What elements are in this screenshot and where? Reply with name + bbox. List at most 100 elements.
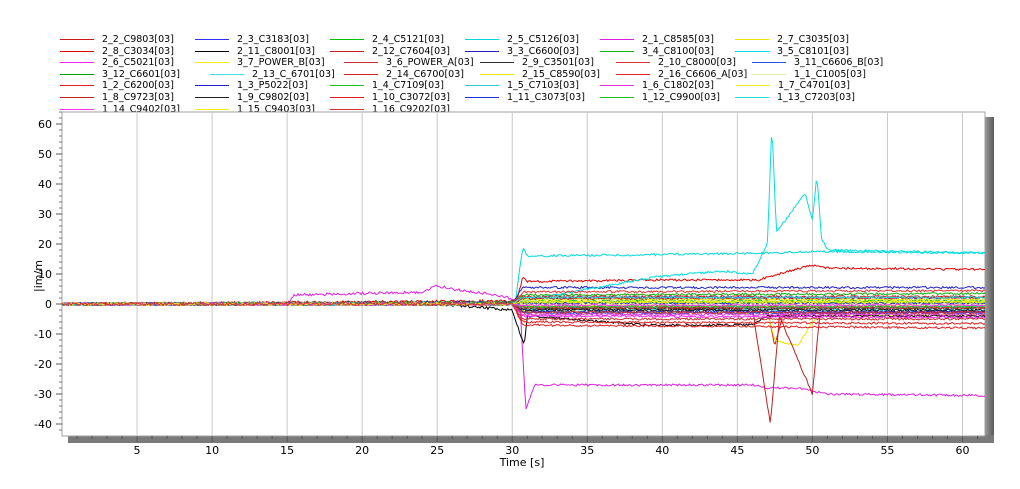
legend-swatch [195,39,229,40]
legend-swatch [735,50,769,52]
x-tick-label: 20 [355,444,369,457]
series-line [61,264,986,307]
series-lines [61,136,986,423]
legend-label: 1_14_C9402[03] [102,103,180,115]
legend-swatch [752,62,786,64]
legend-label: 3_6_POWER_A[03] [386,57,474,69]
x-tick-label: 5 [134,444,141,457]
legend-label: 1_5_C7103[03] [507,80,579,92]
x-tick-label: 15 [280,444,294,457]
y-tick-label: 0 [45,298,52,311]
x-tick-label: 40 [655,444,669,457]
legend-swatch [60,39,94,40]
legend-swatch [616,62,650,64]
legend-swatch [60,97,94,98]
legend-label: 3_7_POWER_B[03] [237,57,325,69]
legend-swatch [480,73,514,75]
plot-area [61,111,986,437]
y-tick-label: -30 [34,388,52,401]
legend-label: 3_3_C6600[03] [507,45,579,57]
legend-label: 2_6_C5021[03] [102,57,174,69]
legend-swatch [600,85,634,87]
plot-frame-right [985,117,994,443]
x-axis-label: Time [s] [499,456,545,469]
legend-swatch [60,73,94,75]
series-line [61,301,986,315]
legend-label: 2_11_C8001[03] [237,45,315,57]
plot-frame-bottom [68,435,994,443]
legend-swatch [344,73,378,75]
legend-label: 3_12_C6601[03] [102,68,180,80]
legend-label: 1_7_C4701[03] [778,80,850,92]
legend-label: 1_11_C3073[03] [507,92,585,103]
legend-swatch [465,39,499,40]
legend-swatch [735,97,769,98]
legend-label: 1_1_C1005[03] [794,68,866,80]
legend-label: 2_16_C6606_A[03] [658,68,748,80]
legend-swatch [330,97,364,98]
legend-label: 2_12_C7604[03] [372,45,450,57]
legend-label: 2_10_C8000[03] [658,57,736,69]
legend-label: 2_2_C9803[03] [102,34,174,45]
legend-swatch [736,85,770,87]
legend-label: 1_4_C7109[03] [372,80,444,92]
legend-label: 2_15_C8590[03] [522,68,600,80]
legend-label: 2_7_C3035[03] [777,34,849,45]
legend-swatch [60,108,94,110]
legend-swatch [465,50,499,52]
legend-label: 2_1_C8585[03] [642,34,714,45]
legend-label: 1_12_C9900[03] [642,92,720,103]
legend-swatch [330,50,364,52]
legend-label: 3_5_C8101[03] [777,45,849,57]
legend-label: 2_3_C3183[03] [237,34,309,45]
x-tick-label: 50 [805,444,819,457]
x-tick-label: 60 [955,444,969,457]
legend-swatch [195,62,229,64]
legend-swatch [60,85,94,87]
legend-label: 2_14_C6700[03] [386,68,464,80]
legend-label: 1_16_C9202[03] [372,103,450,115]
legend-swatch [465,97,499,98]
legend-swatch [616,73,650,75]
legend-swatch [60,50,94,52]
x-tick-label: 30 [505,444,519,457]
x-tick-label: 35 [580,444,594,457]
legend-swatch [195,97,229,98]
legend-swatch [600,50,634,52]
x-tick-label: 25 [430,444,444,457]
legend-label: 2_13_C_6701[03] [252,68,335,80]
legend-label: 2_9_C3501[03] [522,57,594,69]
x-axis: 5 10 15 20 25 30 35 40 45 50 55 60 [76,436,978,457]
y-tick-label: 20 [38,238,52,251]
legend-label: 1_2_C6200[03] [102,80,174,92]
y-tick-label: -10 [34,328,52,341]
legend-swatch [752,73,786,75]
legend-swatch [210,73,244,75]
legend-label: 1_3_P5022[03] [237,80,308,92]
y-tick-label: -40 [34,418,52,431]
legend-swatch [480,62,514,64]
legend-swatch [195,85,229,87]
legend-label: 2_8_C3034[03] [102,45,174,57]
y-tick-label: 30 [38,208,52,221]
legend-swatch [465,85,499,87]
x-tick-label: 45 [730,444,744,457]
legend-swatch [735,39,769,40]
legend-swatch [330,108,364,110]
legend-swatch [60,62,94,64]
y-tick-label: 50 [38,148,52,161]
legend-swatch [600,39,634,40]
legend-swatch [195,50,229,52]
y-axis-label: |im/m [32,260,45,292]
legend-label: 1_6_C1802[03] [642,80,714,92]
y-tick-label: 40 [38,178,52,191]
legend-label: 1_15_C9403[03] [237,103,315,115]
legend-label: 3_11_C6606_B[03] [794,57,884,69]
legend-label: 2_4_C5121[03] [372,34,444,45]
legend-swatch [195,108,229,110]
legend-label: 3_4_C8100[03] [642,45,714,57]
y-tick-label: 10 [38,268,52,281]
y-tick-label: 60 [38,118,52,131]
y-axis: -40 -30 -20 -10 0 10 20 30 40 50 60 [34,111,62,431]
